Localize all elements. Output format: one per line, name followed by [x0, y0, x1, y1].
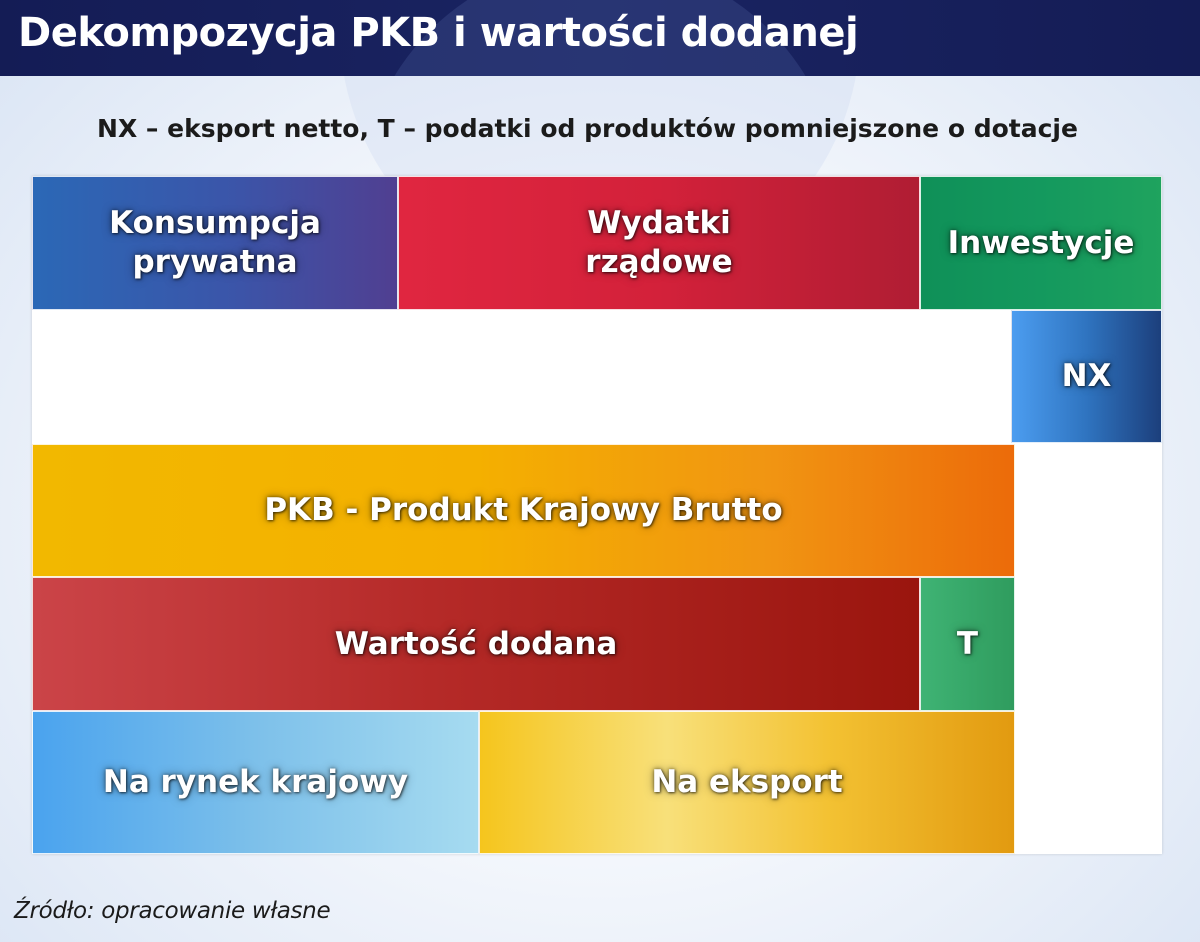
block-label: NX — [1061, 358, 1112, 395]
block-label: Na rynek krajowy — [102, 764, 409, 801]
block-na-eksport: Na eksport — [479, 711, 1015, 854]
block-t: T — [920, 577, 1015, 711]
page-title: Dekompozycja PKB i wartości dodanej — [18, 10, 859, 56]
block-wydatki-rzadowe: Wydatki rządowe — [398, 176, 920, 310]
block-label: PKB - Produkt Krajowy Brutto — [264, 492, 783, 529]
block-label: Konsumpcja prywatna — [109, 205, 321, 280]
block-label: Wydatki rządowe — [585, 205, 733, 280]
block-wartosc-dodana: Wartość dodana — [32, 577, 920, 711]
block-inwestycje: Inwestycje — [920, 176, 1162, 310]
block-pkb: PKB - Produkt Krajowy Brutto — [32, 444, 1015, 577]
legend-note: NX – eksport netto, T – podatki od produ… — [97, 114, 1078, 143]
block-label: Na eksport — [651, 764, 843, 801]
block-label: Inwestycje — [947, 224, 1135, 261]
block-na-rynek-krajowy: Na rynek krajowy — [32, 711, 479, 854]
block-nx: NX — [1011, 310, 1162, 443]
block-label: Wartość dodana — [334, 625, 618, 662]
header-bar: Dekompozycja PKB i wartości dodanej — [0, 0, 1200, 76]
block-konsumpcja-prywatna: Konsumpcja prywatna — [32, 176, 398, 310]
source-note: Źródło: opracowanie własne — [14, 898, 331, 924]
block-label: T — [956, 625, 979, 662]
